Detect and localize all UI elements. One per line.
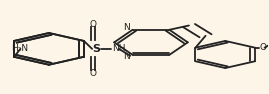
Text: O: O	[260, 43, 267, 52]
Text: NH: NH	[112, 44, 125, 53]
Text: S: S	[92, 44, 100, 54]
Text: O: O	[89, 69, 96, 78]
Text: N: N	[123, 52, 130, 61]
Text: N: N	[123, 23, 130, 32]
Text: O: O	[89, 20, 96, 29]
Text: H₂N: H₂N	[11, 44, 28, 53]
